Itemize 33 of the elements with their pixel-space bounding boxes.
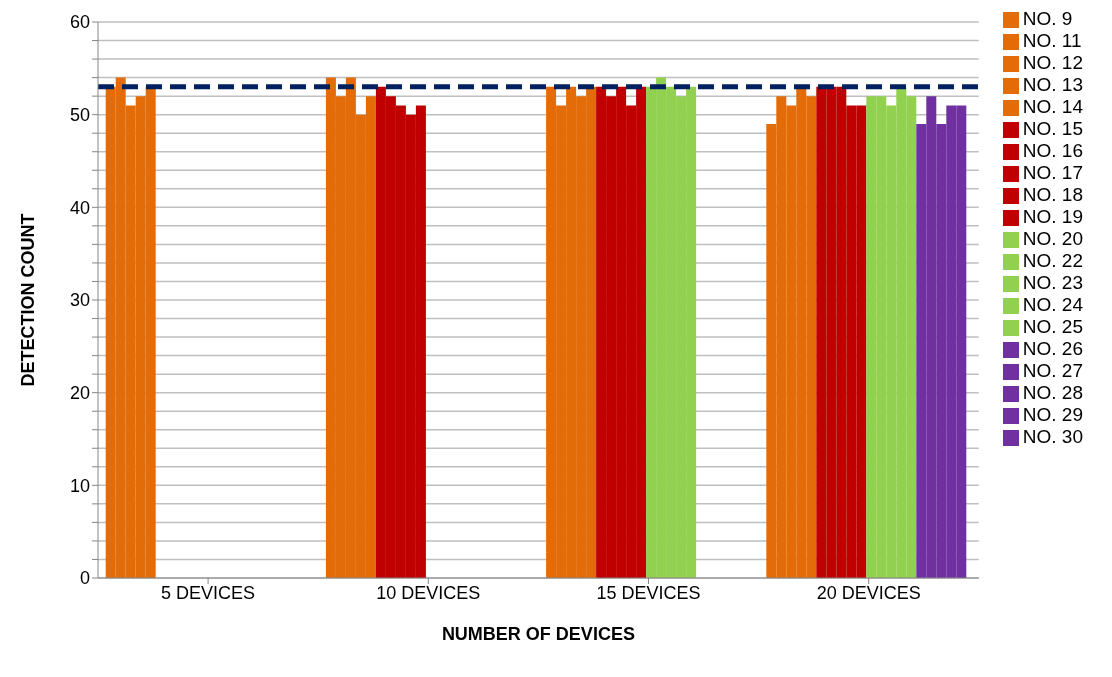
y-tick-label: 30	[69, 290, 90, 311]
legend-label: NO. 30	[1022, 426, 1083, 447]
legend-label: NO. 24	[1022, 294, 1083, 315]
legend-label: NO. 11	[1022, 30, 1082, 51]
x-tick-label: 10 DEVICES	[376, 582, 481, 603]
legend-label: NO. 28	[1022, 382, 1083, 403]
legend-label: NO. 26	[1022, 338, 1083, 359]
legend-label: NO. 25	[1022, 316, 1083, 337]
y-tick-label: 40	[69, 197, 90, 218]
legend-label: NO. 23	[1022, 272, 1083, 293]
legend-label: NO. 12	[1022, 52, 1083, 73]
y-tick-label: 10	[69, 475, 90, 496]
x-tick-label: 20 DEVICES	[816, 582, 921, 603]
x-tick-label: 5 DEVICES	[161, 582, 256, 603]
legend-label: NO. 15	[1022, 118, 1083, 139]
legend-label: NO. 27	[1022, 360, 1083, 381]
legend-label: NO. 19	[1022, 206, 1083, 227]
y-tick-label: 50	[69, 105, 90, 126]
y-tick-label: 0	[79, 568, 90, 589]
x-axis-title: NUMBER OF DEVICES	[441, 624, 635, 644]
y-tick-label: 20	[69, 383, 90, 404]
legend-label: NO. 29	[1022, 404, 1083, 425]
legend-label: NO. 18	[1022, 184, 1083, 205]
y-tick-label: 60	[69, 12, 90, 33]
legend-label: NO. 9	[1022, 8, 1073, 29]
legend-label: NO. 16	[1022, 140, 1083, 161]
legend-label: NO. 22	[1022, 250, 1083, 271]
legend-label: NO. 13	[1022, 74, 1083, 95]
legend-label: NO. 14	[1022, 96, 1083, 117]
y-axis-title: DETECTION COUNT	[18, 213, 39, 387]
x-tick-label: 15 DEVICES	[596, 582, 701, 603]
legend-label: NO. 20	[1022, 228, 1083, 249]
legend-label: NO. 17	[1022, 162, 1083, 183]
